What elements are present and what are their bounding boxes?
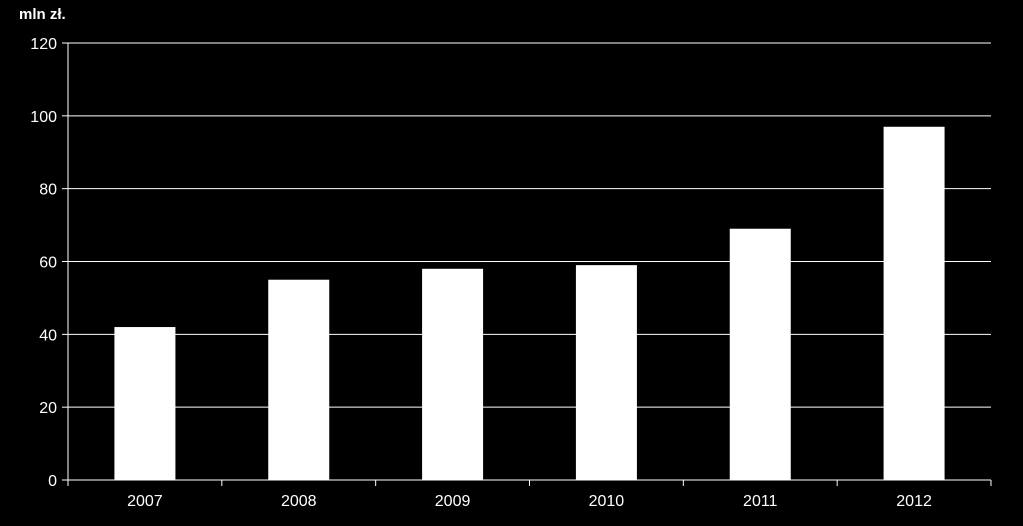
bar-2012 [883, 126, 945, 480]
y-tick-label: 100 [30, 109, 57, 126]
bars [114, 126, 945, 480]
gridlines [68, 42, 991, 408]
bar-2010 [575, 265, 637, 480]
y-tick-label: 0 [48, 473, 57, 490]
x-tick-label: 2009 [435, 493, 471, 510]
y-tick-label: 80 [39, 182, 57, 199]
axes [62, 42, 992, 486]
x-tick-label: 2011 [743, 493, 778, 510]
x-tick-label: 2010 [589, 493, 625, 510]
y-axis-unit-label: mln zł. [19, 6, 66, 23]
y-tick-label: 120 [30, 36, 57, 53]
bar-2008 [268, 279, 330, 480]
x-tick-label: 2012 [896, 493, 932, 510]
tick-labels: 0 20 40 60 80 100 120 2007 2008 2009 2010 2011 2012 [30, 36, 932, 510]
y-tick-label: 60 [39, 255, 57, 272]
x-tick-label: 2008 [281, 493, 317, 510]
bar-2009 [422, 268, 484, 480]
y-tick-label: 40 [39, 327, 57, 344]
y-tick-label: 20 [39, 400, 57, 417]
x-tick-label: 2007 [127, 493, 163, 510]
bar-2007 [114, 327, 176, 480]
bar-2011 [729, 228, 791, 480]
